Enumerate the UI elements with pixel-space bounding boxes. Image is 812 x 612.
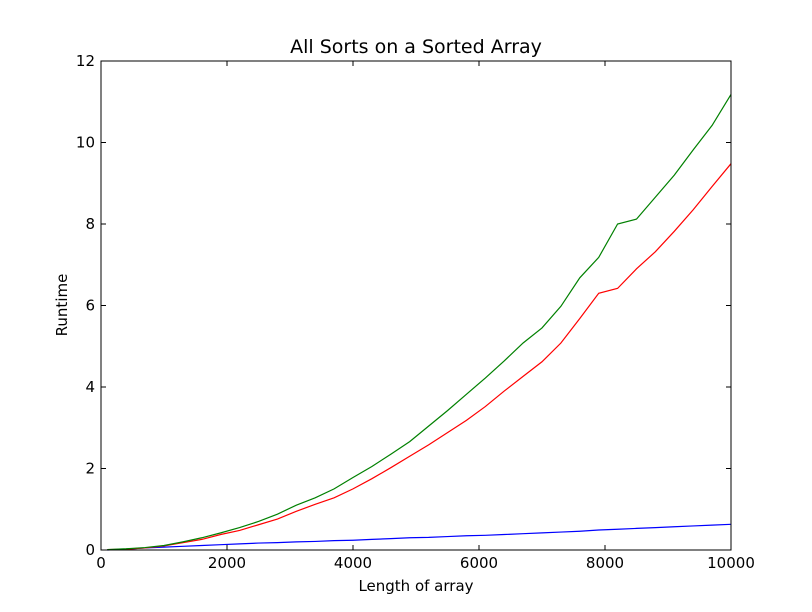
x-tick-label: 2000 [208, 554, 246, 572]
y-tick-label: 2 [85, 460, 95, 478]
x-tick-label: 0 [96, 554, 106, 572]
y-tick-label: 0 [85, 541, 95, 559]
x-tick-label: 10000 [707, 554, 755, 572]
tick-layer: 0 2000 4000 6000 8000 10000 0 2 4 6 8 10 12 [76, 52, 755, 572]
series-line-2 [107, 163, 732, 551]
chart-title: All Sorts on a Sorted Array [290, 36, 542, 58]
x-tick-label: 8000 [586, 554, 624, 572]
series-layer [107, 94, 732, 551]
y-tick-label: 12 [76, 52, 95, 70]
series-line-3 [107, 94, 732, 551]
y-tick-label: 10 [76, 134, 95, 152]
x-tick-label: 4000 [334, 554, 372, 572]
x-axis-label: Length of array [358, 577, 473, 595]
y-tick-label: 8 [85, 215, 95, 233]
y-tick-label: 4 [85, 378, 95, 396]
y-axis-label: Runtime [53, 274, 71, 337]
x-tick-label: 6000 [460, 554, 498, 572]
y-tick-label: 6 [85, 297, 95, 315]
series-line-1 [107, 523, 732, 551]
